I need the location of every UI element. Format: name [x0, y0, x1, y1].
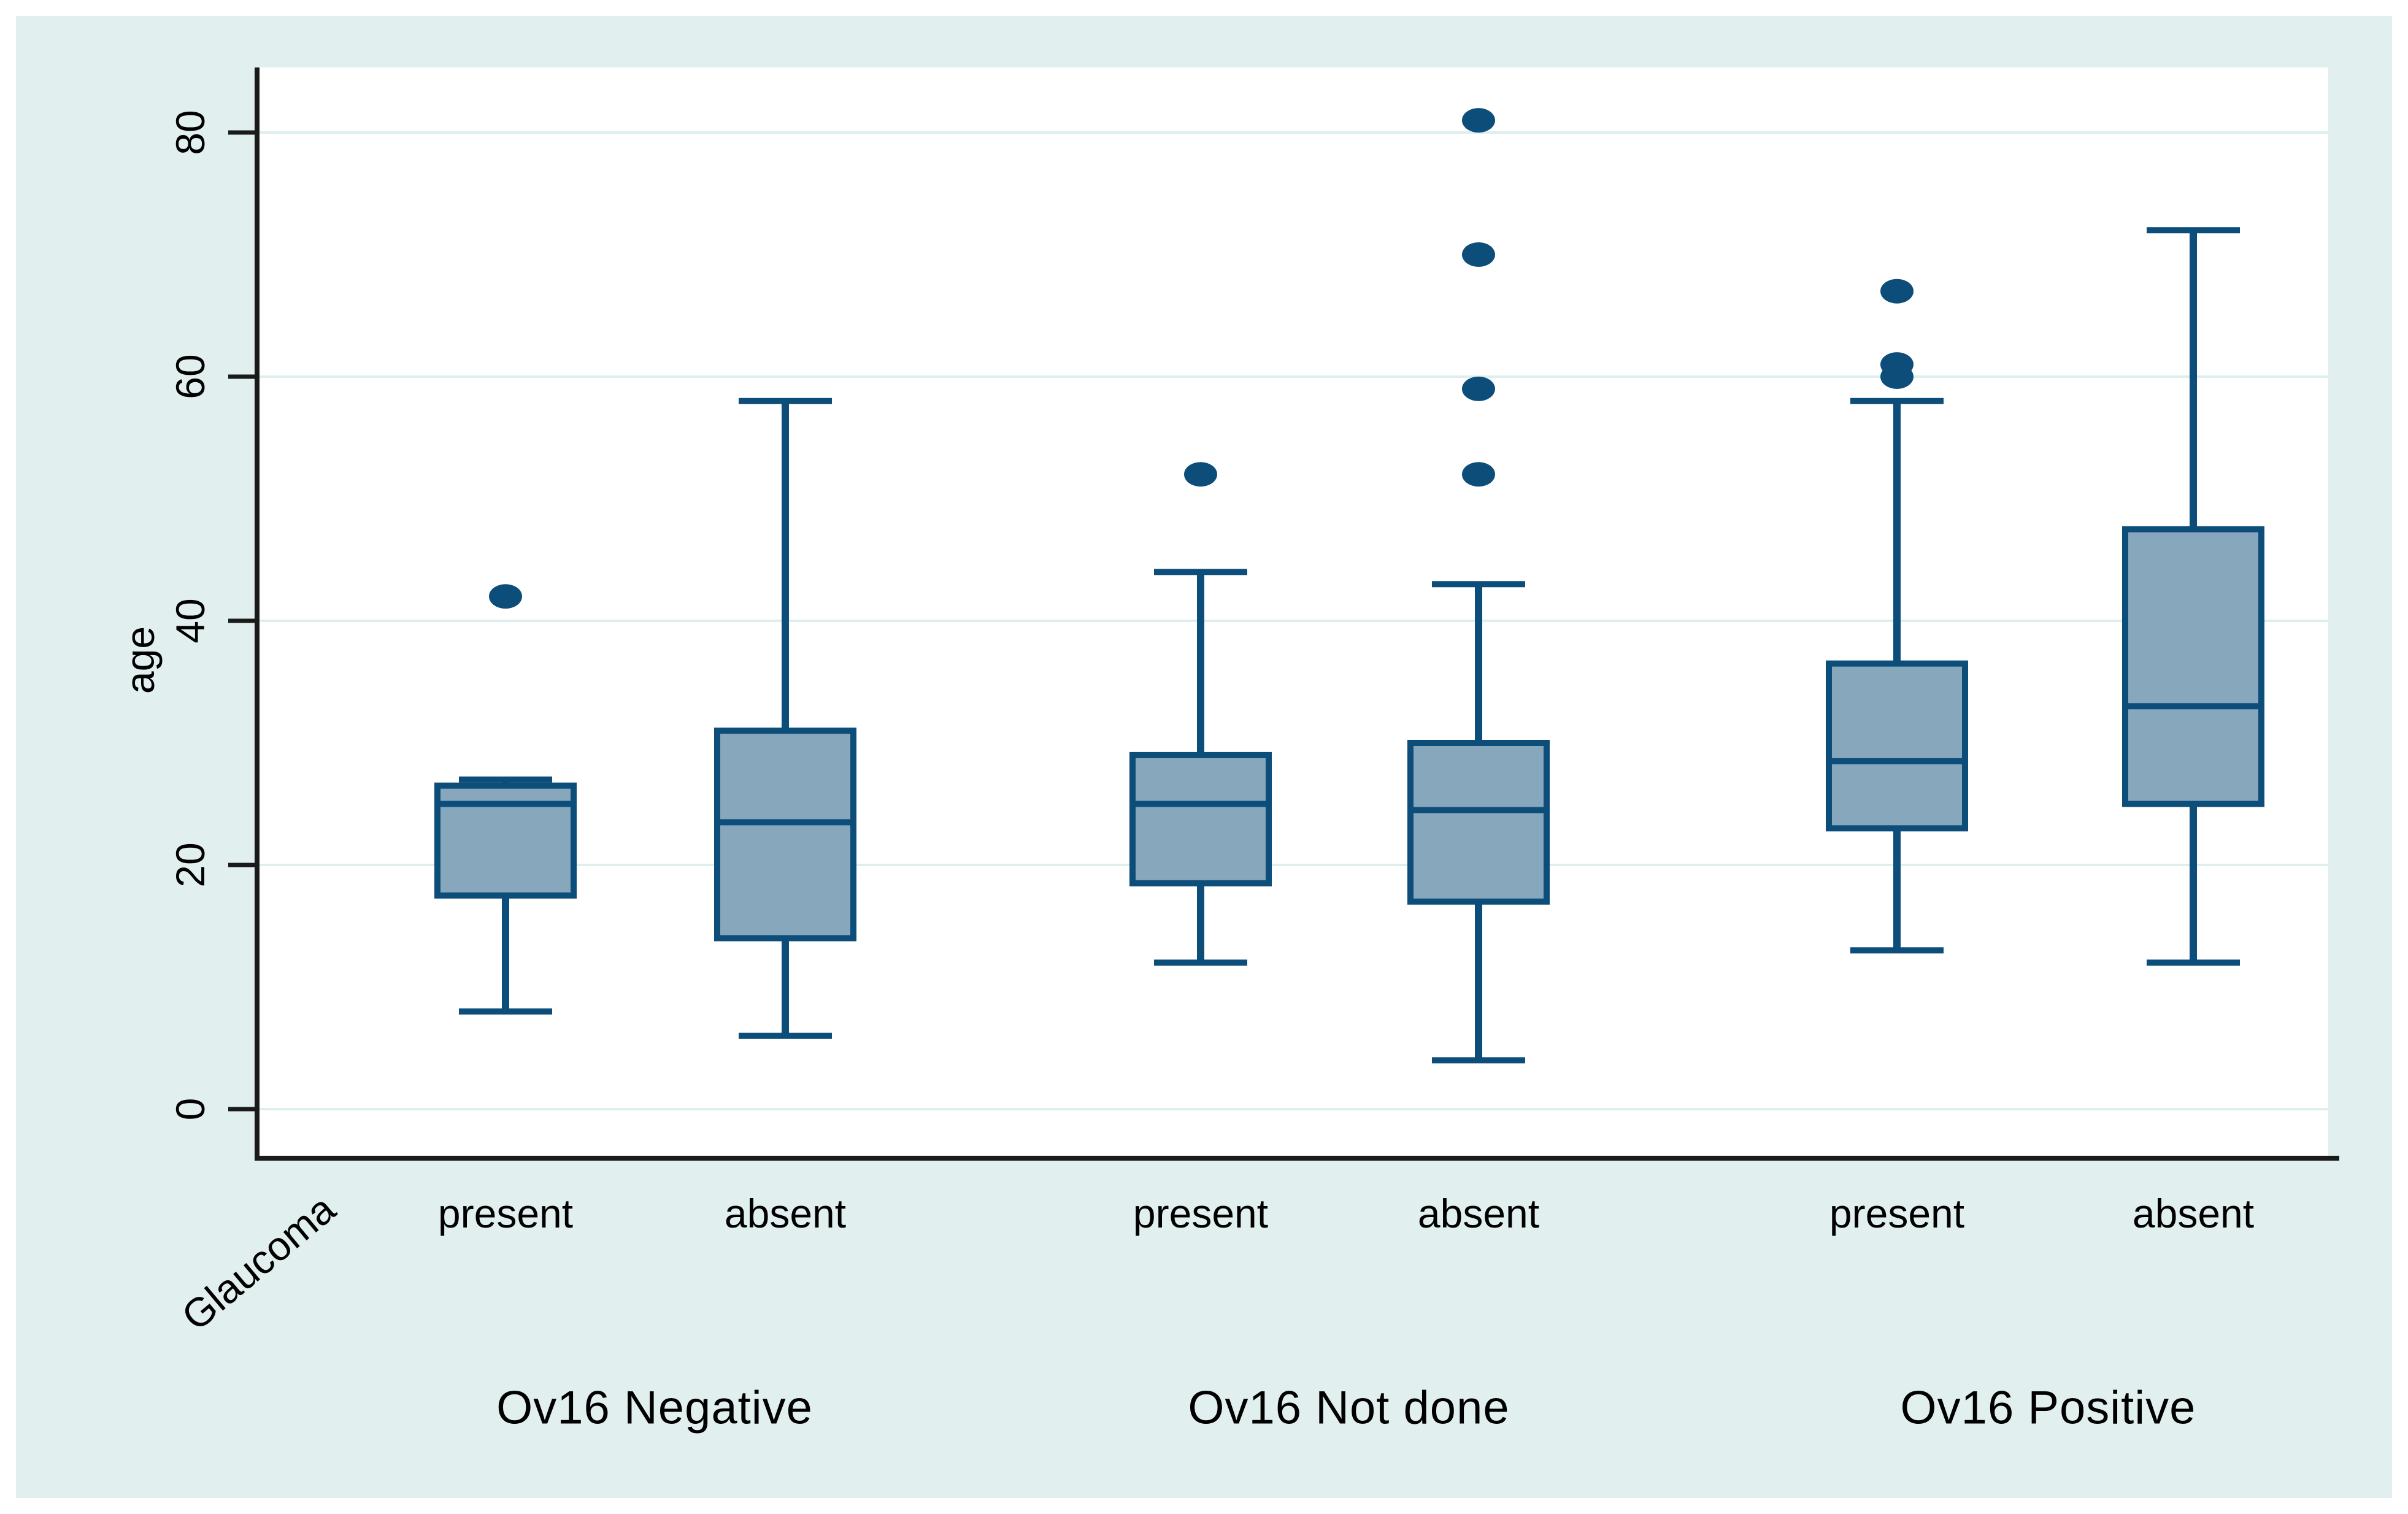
box-iqr	[714, 728, 856, 942]
category-label: absent	[724, 1191, 847, 1236]
chart-plot-area	[228, 67, 2339, 1161]
box-iqr	[2122, 526, 2264, 807]
outlier-dot	[489, 584, 522, 609]
y-tick-label-60: 60	[167, 354, 213, 399]
box-iqr	[1407, 740, 1550, 905]
y-axis-title: age	[117, 626, 163, 694]
category-label: present	[437, 1191, 574, 1236]
outlier-dot	[1462, 242, 1495, 267]
outlier-dot	[1880, 279, 1914, 304]
outlier-dot	[1462, 108, 1495, 133]
outlier-dot	[1462, 462, 1495, 487]
plot-background	[259, 67, 2328, 1158]
category-label: present	[1829, 1191, 1965, 1236]
group-label: Ov16 Not done	[1188, 1381, 1510, 1434]
category-label: absent	[1417, 1191, 1540, 1236]
outlier-dot	[1184, 462, 1217, 487]
outlier-dot	[1880, 352, 1914, 377]
outlier-dot	[1462, 376, 1495, 401]
y-tick-label-40: 40	[167, 598, 213, 644]
group-label: Ov16 Positive	[1900, 1381, 2196, 1434]
group-label: Ov16 Negative	[496, 1381, 813, 1434]
box-iqr	[1826, 660, 1968, 832]
y-tick-label-20: 20	[167, 842, 213, 888]
chart-background: age Glaucoma 0 20 40 60 80 present absent prese…	[16, 16, 2392, 1498]
box-iqr	[1129, 751, 1272, 886]
y-tick-label-0: 0	[167, 1097, 213, 1121]
category-label: absent	[2132, 1191, 2255, 1236]
y-tick-label-80: 80	[167, 110, 213, 155]
category-label: present	[1133, 1191, 1269, 1236]
